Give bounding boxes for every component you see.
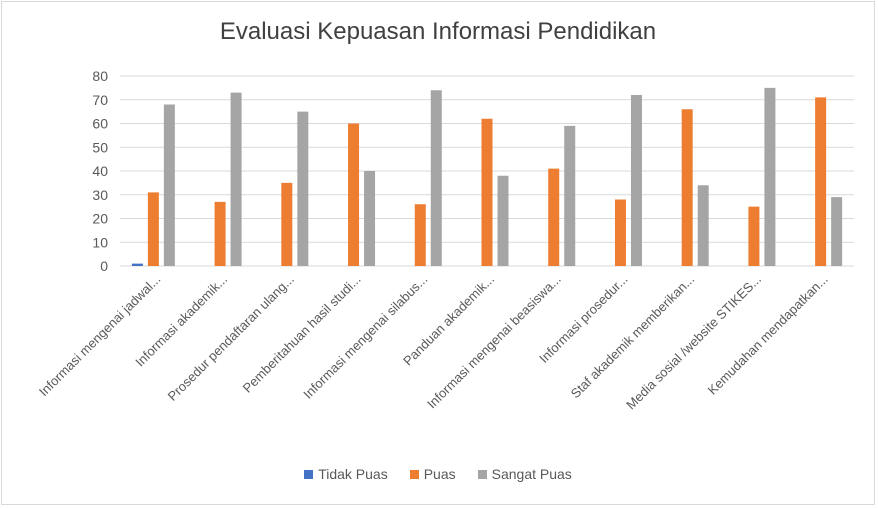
y-tick-label: 0: [100, 258, 108, 274]
legend-swatch: [304, 469, 314, 479]
legend-swatch: [409, 469, 419, 479]
legend-label: Puas: [423, 466, 456, 482]
x-tick-label: Informasi mengenai jadwal...: [36, 272, 164, 400]
legend-swatch: [477, 469, 487, 479]
bars: [131, 87, 843, 266]
x-tick-label: Kemudahan mendapatkan...: [705, 272, 831, 398]
bar-sangat-puas: [230, 92, 242, 266]
y-axis-ticks: 0 10 20 30 40 50 60 70 80: [92, 68, 108, 274]
bar-sangat-puas: [697, 185, 709, 266]
bar-sangat-puas: [163, 104, 175, 266]
legend-item: Tidak Puas: [304, 466, 388, 482]
y-tick-label: 50: [92, 139, 108, 155]
y-tick-label: 20: [92, 211, 108, 227]
bar-puas: [348, 123, 360, 266]
bar-sangat-puas: [764, 87, 776, 266]
legend: Tidak Puas Puas Sangat Puas: [0, 466, 876, 482]
y-tick-label: 10: [92, 234, 108, 250]
bar-puas: [414, 204, 426, 266]
x-tick-label: Informasi mengenai beasiswa...: [424, 272, 564, 412]
bar-puas: [548, 168, 560, 266]
bar-sangat-puas: [430, 90, 442, 266]
bar-sangat-puas: [497, 175, 509, 266]
legend-label: Tidak Puas: [318, 466, 388, 482]
y-tick-label: 40: [92, 163, 108, 179]
bar-puas: [815, 97, 827, 266]
bar-puas: [481, 118, 493, 266]
legend-item: Puas: [409, 466, 456, 482]
bar-puas: [681, 109, 693, 266]
y-tick-label: 80: [92, 68, 108, 84]
bar-sangat-puas: [831, 197, 843, 266]
bar-tidak-puas: [131, 263, 143, 266]
bar-sangat-puas: [364, 171, 376, 266]
bar-puas: [748, 206, 760, 266]
chart-title: Evaluasi Kepuasan Informasi Pendidikan: [219, 18, 657, 45]
x-tick-label: Pemberitahuan hasil studi...: [240, 272, 364, 396]
x-axis-labels: Informasi mengenai jadwal...Informasi ak…: [36, 272, 831, 413]
y-tick-label: 60: [92, 116, 108, 132]
bar-puas: [614, 199, 626, 266]
x-tick-label: Informasi mengenai silabus...: [300, 272, 430, 402]
legend-item: Sangat Puas: [477, 466, 572, 482]
x-tick-label: Staf akademik memberikan...: [568, 272, 698, 402]
bar-sangat-puas: [297, 111, 309, 266]
bar-sangat-puas: [564, 125, 576, 266]
bar-puas: [147, 192, 159, 266]
legend-label: Sangat Puas: [491, 466, 572, 482]
x-tick-label: Media sosial /website STIKES...: [623, 272, 764, 413]
y-tick-label: 70: [92, 92, 108, 108]
bar-puas: [214, 201, 226, 266]
y-tick-label: 30: [92, 187, 108, 203]
x-tick-label: Prosedur pendaftaran ulang...: [165, 272, 297, 404]
bar-sangat-puas: [630, 95, 642, 266]
bar-puas: [281, 182, 293, 266]
